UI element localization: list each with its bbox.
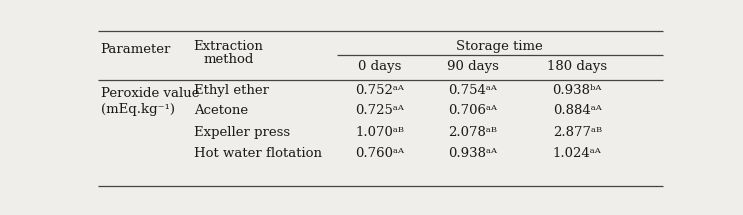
Text: 2.877ᵃᴮ: 2.877ᵃᴮ [553, 126, 602, 139]
Text: 1.070ᵃᴮ: 1.070ᵃᴮ [355, 126, 404, 139]
Text: 0.884ᵃᴬ: 0.884ᵃᴬ [553, 104, 602, 117]
Text: Parameter: Parameter [100, 43, 171, 56]
Text: Extraction: Extraction [194, 40, 264, 53]
Text: 180 days: 180 days [547, 60, 607, 73]
Text: Expeller press: Expeller press [194, 126, 290, 139]
Text: Storage time: Storage time [456, 40, 543, 53]
Text: 0 days: 0 days [358, 60, 401, 73]
Text: 0.760ᵃᴬ: 0.760ᵃᴬ [355, 147, 404, 160]
Text: (mEq.kg⁻¹): (mEq.kg⁻¹) [100, 103, 175, 116]
Text: Peroxide value: Peroxide value [100, 88, 199, 100]
Text: Ethyl ether: Ethyl ether [194, 84, 269, 97]
Text: 90 days: 90 days [447, 60, 499, 73]
Text: 0.938ᵇᴬ: 0.938ᵇᴬ [553, 84, 602, 97]
Text: 0.938ᵃᴬ: 0.938ᵃᴬ [448, 147, 497, 160]
Text: Hot water flotation: Hot water flotation [194, 147, 322, 160]
Text: Acetone: Acetone [194, 104, 247, 117]
Text: 0.725ᵃᴬ: 0.725ᵃᴬ [355, 104, 404, 117]
Text: 0.752ᵃᴬ: 0.752ᵃᴬ [355, 84, 404, 97]
Text: 1.024ᵃᴬ: 1.024ᵃᴬ [553, 147, 602, 160]
Text: method: method [204, 53, 253, 66]
Text: 0.706ᵃᴬ: 0.706ᵃᴬ [448, 104, 497, 117]
Text: 2.078ᵃᴮ: 2.078ᵃᴮ [448, 126, 497, 139]
Text: 0.754ᵃᴬ: 0.754ᵃᴬ [448, 84, 497, 97]
